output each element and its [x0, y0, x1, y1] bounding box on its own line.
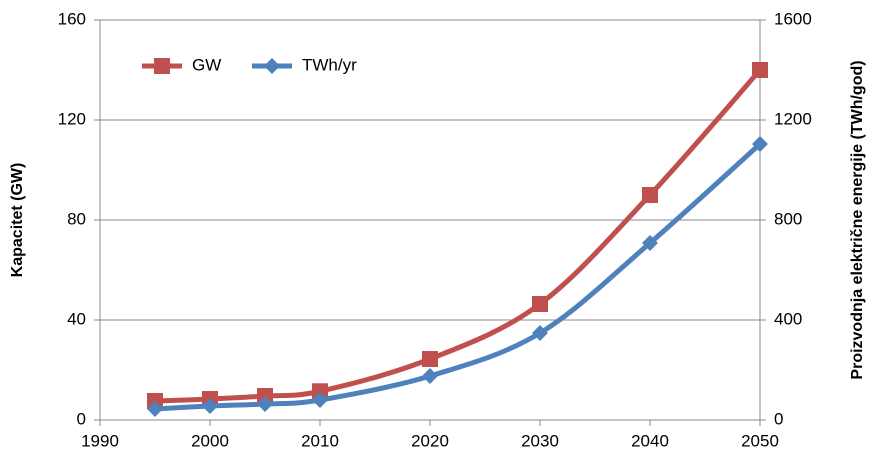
marker	[202, 398, 218, 414]
x-tick-label: 2050	[741, 431, 779, 450]
legend-label: GW	[192, 55, 221, 74]
marker	[422, 368, 438, 384]
x-tick-label: 2030	[521, 431, 559, 450]
y2-tick-label: 0	[774, 409, 783, 428]
marker	[312, 392, 328, 408]
marker	[532, 296, 548, 312]
y-tick-label: 0	[77, 409, 86, 428]
legend-label: TWh/yr	[302, 55, 357, 74]
y2-tick-label: 800	[774, 209, 802, 228]
y-tick-label: 160	[58, 9, 86, 28]
marker	[752, 136, 768, 152]
marker	[264, 58, 280, 74]
x-tick-label: 2020	[411, 431, 449, 450]
x-tick-label: 2000	[191, 431, 229, 450]
y2-tick-label: 1600	[774, 9, 812, 28]
marker	[642, 235, 658, 251]
y-axis-label: Kapacitet (GW)	[9, 163, 26, 278]
marker	[257, 396, 273, 412]
x-tick-label: 2010	[301, 431, 339, 450]
marker	[312, 383, 328, 400]
y-tick-label: 40	[67, 309, 86, 328]
x-tick-label: 2040	[631, 431, 669, 450]
y-tick-label: 120	[58, 109, 86, 128]
marker	[532, 325, 548, 341]
series-line	[154, 142, 762, 412]
marker	[147, 401, 163, 417]
marker	[154, 58, 170, 74]
y2-axis-label: Proizvodnja električne energije (TWh/god…	[849, 60, 866, 379]
y2-tick-label: 1200	[774, 109, 812, 128]
x-tick-label: 1990	[81, 431, 119, 450]
y2-tick-label: 400	[774, 309, 802, 328]
y-tick-label: 80	[67, 209, 86, 228]
marker	[752, 62, 768, 78]
marker	[422, 351, 438, 367]
marker	[642, 187, 658, 203]
